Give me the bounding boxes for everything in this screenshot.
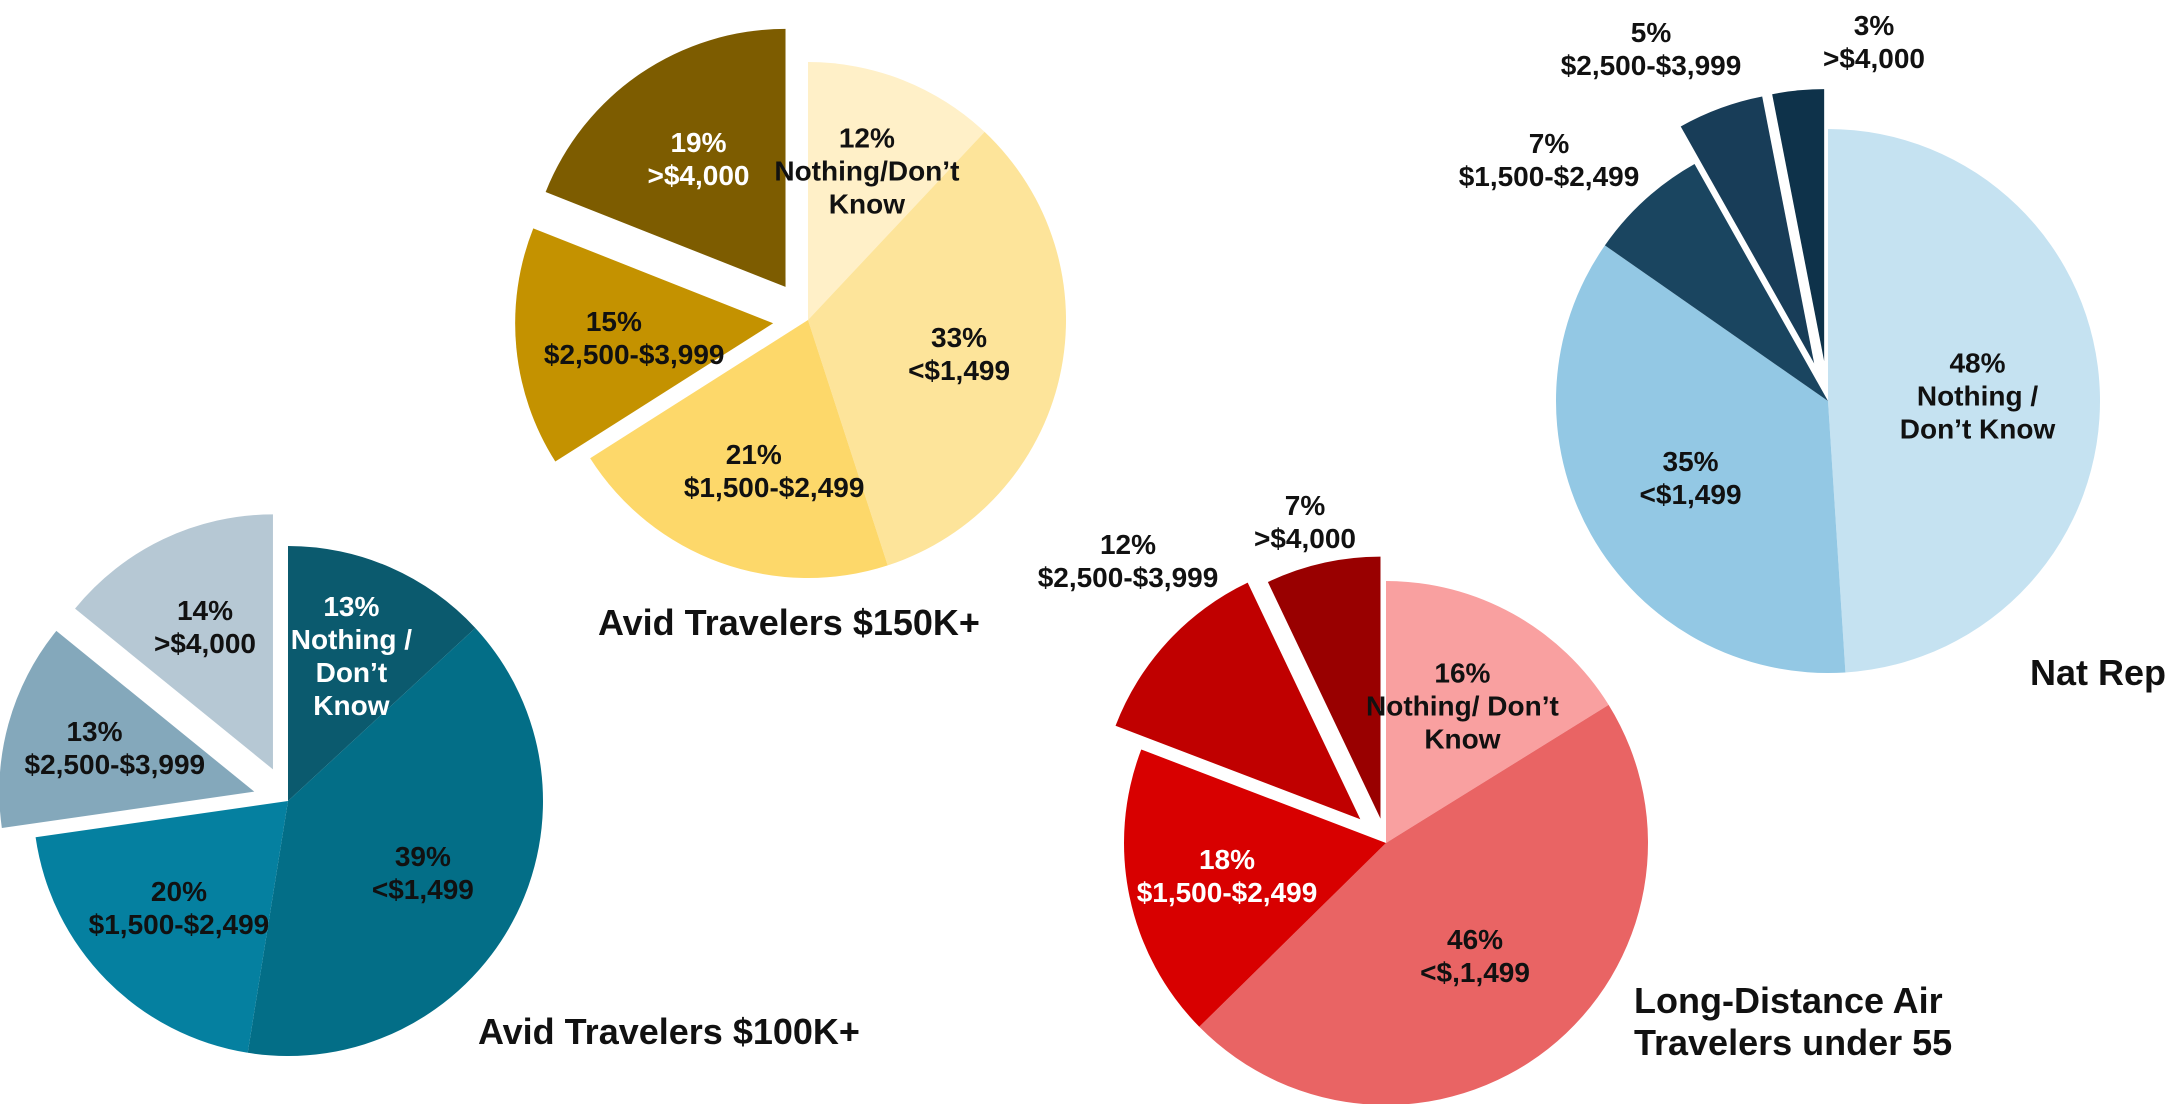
- category-label: $1,500-$2,499: [88, 909, 270, 941]
- value-label: 18%: [1198, 844, 1256, 876]
- category-label: $2,500-$3,999: [1560, 50, 1742, 81]
- pie-slice: [808, 62, 985, 320]
- slice-label: 13% $2,500-$3,999: [24, 715, 206, 781]
- pie-slice: [1386, 581, 1609, 843]
- category-label: <$1,499: [1639, 479, 1742, 511]
- value-label: 20%: [150, 876, 207, 908]
- pie-slice: [590, 320, 888, 578]
- value-label: 16%: [1434, 657, 1491, 689]
- pie-slice: [1828, 129, 2101, 673]
- value-label: 33%: [931, 321, 988, 353]
- value-label: 5%: [1630, 17, 1672, 48]
- category-label: >$4,000: [1254, 523, 1356, 554]
- slice-label: 21% $1,500-$2,499: [683, 438, 865, 504]
- slice-label: 20% $1,500-$2,499: [49, 875, 309, 941]
- slice-label: 12% $2,500-$3,999: [998, 528, 1258, 594]
- pie-slice: [515, 228, 774, 462]
- category-label: <$,1,499: [1420, 957, 1530, 989]
- pie-slice: [1680, 96, 1815, 364]
- slice-label: 19% >$4,000: [619, 126, 779, 192]
- value-label: 12%: [1099, 529, 1157, 560]
- chart-title: Avid Travelers $150K+: [598, 602, 980, 643]
- value-label: 3%: [1853, 10, 1895, 41]
- category-label: $2,500-$3,999: [1037, 562, 1219, 593]
- pie-slice: [1604, 164, 1828, 401]
- category-label: Nothing / Don’t Know: [290, 624, 413, 722]
- value-label: 13%: [323, 591, 380, 623]
- category-label: Nothing / Don’t Know: [1899, 380, 2056, 445]
- value-label: 19%: [670, 126, 727, 158]
- category-label: >$4,000: [647, 159, 750, 191]
- pie-slice: [1199, 704, 1649, 1104]
- value-label: 14%: [176, 594, 234, 626]
- slice-label: 12% Nothing/Don’t Know: [757, 122, 977, 221]
- category-label: Nothing/Don’t Know: [774, 155, 960, 220]
- category-label: >$4,000: [1823, 43, 1925, 74]
- pie-slice: [808, 131, 1066, 566]
- category-label: $1,500-$2,499: [1136, 877, 1318, 909]
- slice-label: 3% >$4,000: [1794, 9, 1954, 75]
- slice-label: 46% <$,1,499: [1395, 923, 1555, 989]
- pie-slice: [1124, 749, 1386, 1027]
- pie-slice: [247, 627, 543, 1056]
- category-label: $1,500-$2,499: [1458, 161, 1640, 192]
- value-label: 35%: [1662, 446, 1719, 478]
- category-label: $1,500-$2,499: [683, 471, 865, 503]
- pie-slice: [1115, 582, 1361, 820]
- value-label: 12%: [838, 122, 895, 154]
- category-label: Nothing/ Don’t Know: [1366, 690, 1559, 755]
- pie-slice: [288, 546, 476, 801]
- slice-label: 15% $2,500-$3,999: [543, 305, 725, 371]
- slice-label: 48% Nothing / Don’t Know: [1898, 347, 2058, 446]
- pie-slice: [1267, 556, 1381, 819]
- pie-slice: [75, 514, 273, 770]
- slice-label: 16% Nothing/ Don’t Know: [1357, 656, 1567, 755]
- value-label: 13%: [66, 715, 123, 747]
- slice-label: 33% <$1,499: [879, 321, 1039, 387]
- slice-label: 5% $2,500-$3,999: [1521, 16, 1781, 82]
- slice-label: 39% <$1,499: [353, 840, 493, 906]
- value-label: 48%: [1949, 347, 2006, 379]
- slice-label: 18% $1,500-$2,499: [1097, 843, 1357, 909]
- slice-label: 35% <$1,499: [1611, 445, 1771, 511]
- value-label: 46%: [1447, 924, 1504, 956]
- slice-label: 7% $1,500-$2,499: [1419, 127, 1679, 193]
- value-label: 7%: [1284, 490, 1326, 521]
- value-label: 39%: [394, 841, 451, 873]
- chart-title: Avid Travelers $100K+: [478, 1011, 860, 1052]
- category-label: $2,500-$3,999: [24, 748, 206, 780]
- category-label: $2,500-$3,999: [543, 339, 725, 371]
- pie-slice: [0, 630, 255, 828]
- chart-title: Long-Distance Air Travelers under 55: [1634, 980, 1953, 1063]
- value-label: 21%: [725, 438, 782, 470]
- pie-slice: [1555, 245, 1846, 674]
- pie-slice: [1772, 89, 1825, 362]
- category-label: <$1,499: [371, 874, 474, 906]
- slice-label: 14% >$4,000: [125, 594, 285, 660]
- pie-slice: [545, 28, 786, 287]
- value-label: 7%: [1528, 128, 1570, 159]
- category-label: >$4,000: [154, 627, 256, 659]
- slice-label: 13% Nothing / Don’t Know: [281, 590, 421, 722]
- pie-slice: [35, 801, 288, 1053]
- value-label: 15%: [585, 306, 642, 338]
- slice-label: 7% >$4,000: [1225, 489, 1385, 555]
- category-label: <$1,499: [908, 354, 1011, 386]
- chart-title: Nat Rep: [2029, 652, 2166, 693]
